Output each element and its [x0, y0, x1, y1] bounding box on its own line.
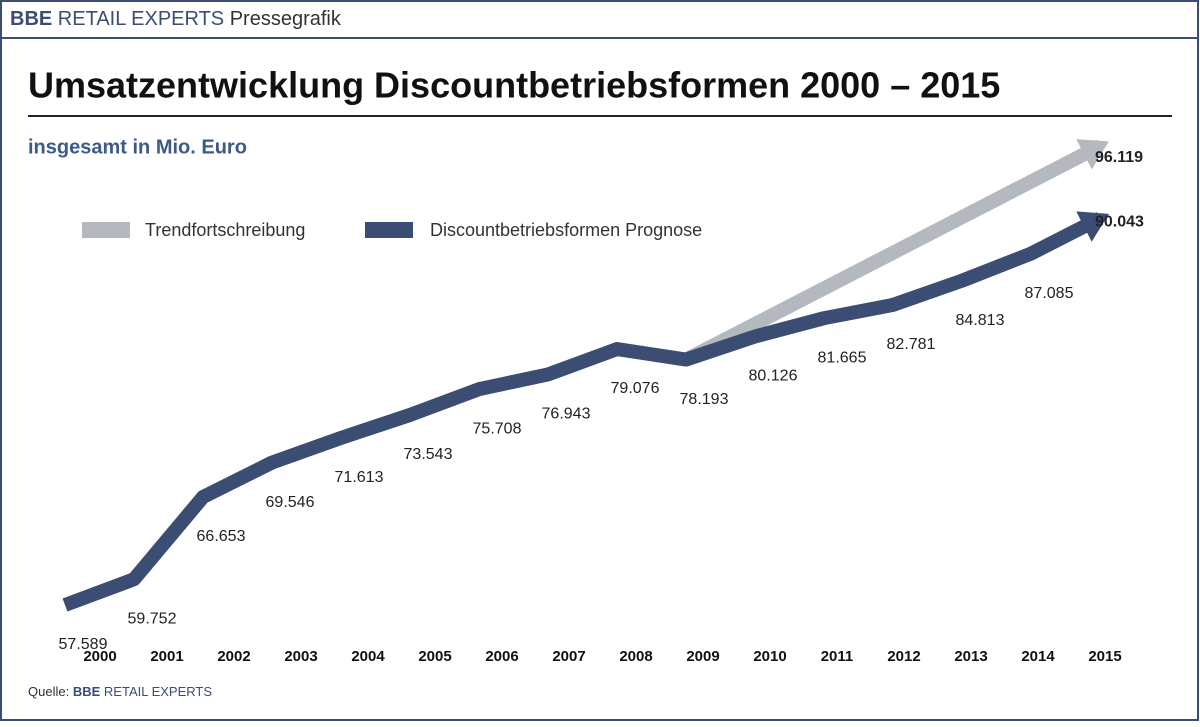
value-label: 69.546 — [266, 494, 315, 511]
value-label: 82.781 — [887, 336, 936, 353]
series-line — [62, 212, 1104, 612]
header-brand: BBE — [10, 8, 52, 30]
chart-title: Umsatzentwicklung Discountbetriebsformen… — [28, 65, 1000, 106]
chart-subtitle: insgesamt in Mio. Euro — [28, 136, 247, 158]
value-label: 71.613 — [335, 469, 384, 486]
source-brand: BBE — [73, 684, 101, 699]
legend-swatch — [365, 222, 413, 238]
x-tick-label: 2000 — [83, 648, 116, 665]
x-tick-label: 2003 — [284, 648, 317, 665]
x-tick-label: 2005 — [418, 648, 451, 665]
value-label: 76.943 — [542, 406, 591, 423]
arrowhead — [1076, 211, 1109, 242]
x-tick-label: 2013 — [954, 648, 987, 665]
x-tick-label: 2012 — [887, 648, 920, 665]
legend-label: Discountbetriebsformen Prognose — [430, 220, 702, 240]
x-tick-label: 2007 — [552, 648, 585, 665]
x-tick-label: 2014 — [1021, 648, 1055, 665]
x-tick-label: 2009 — [686, 648, 719, 665]
header-brand-rest: RETAIL EXPERTS — [58, 8, 224, 30]
legend-label: Trendfortschreibung — [145, 220, 305, 240]
source-label: Quelle: — [28, 684, 69, 699]
x-tick-label: 2002 — [217, 648, 250, 665]
legend-swatch — [82, 222, 130, 238]
value-label: 75.708 — [473, 420, 522, 437]
x-tick-label: 2015 — [1088, 648, 1121, 665]
value-label: 57.589 — [59, 636, 108, 653]
series-line — [682, 139, 1104, 366]
x-tick-label: 2010 — [753, 648, 786, 665]
value-label: 90.043 — [1095, 214, 1144, 231]
source-brand-rest: RETAIL EXPERTS — [104, 684, 212, 699]
x-tick-label: 2011 — [821, 648, 854, 665]
source: Quelle: BBE RETAIL EXPERTS — [28, 684, 212, 699]
x-tick-label: 2006 — [485, 648, 518, 665]
x-tick-label: 2004 — [351, 648, 385, 665]
value-label: 73.543 — [404, 446, 453, 463]
x-tick-label: 2001 — [150, 648, 183, 665]
value-label: 66.653 — [197, 528, 246, 545]
value-label: 59.752 — [128, 610, 177, 627]
value-label: 80.126 — [749, 368, 798, 385]
arrowhead — [1076, 139, 1109, 170]
value-label: 78.193 — [680, 391, 729, 408]
value-label: 84.813 — [956, 312, 1005, 329]
value-label: 87.085 — [1025, 285, 1074, 302]
value-label: 96.119 — [1095, 149, 1143, 166]
x-tick-label: 2008 — [619, 648, 652, 665]
header-suffix: Pressegrafik — [230, 8, 342, 30]
header: BBE RETAIL EXPERTS Pressegrafik — [10, 8, 342, 30]
value-label: 79.076 — [611, 380, 660, 397]
value-label: 81.665 — [818, 349, 867, 366]
